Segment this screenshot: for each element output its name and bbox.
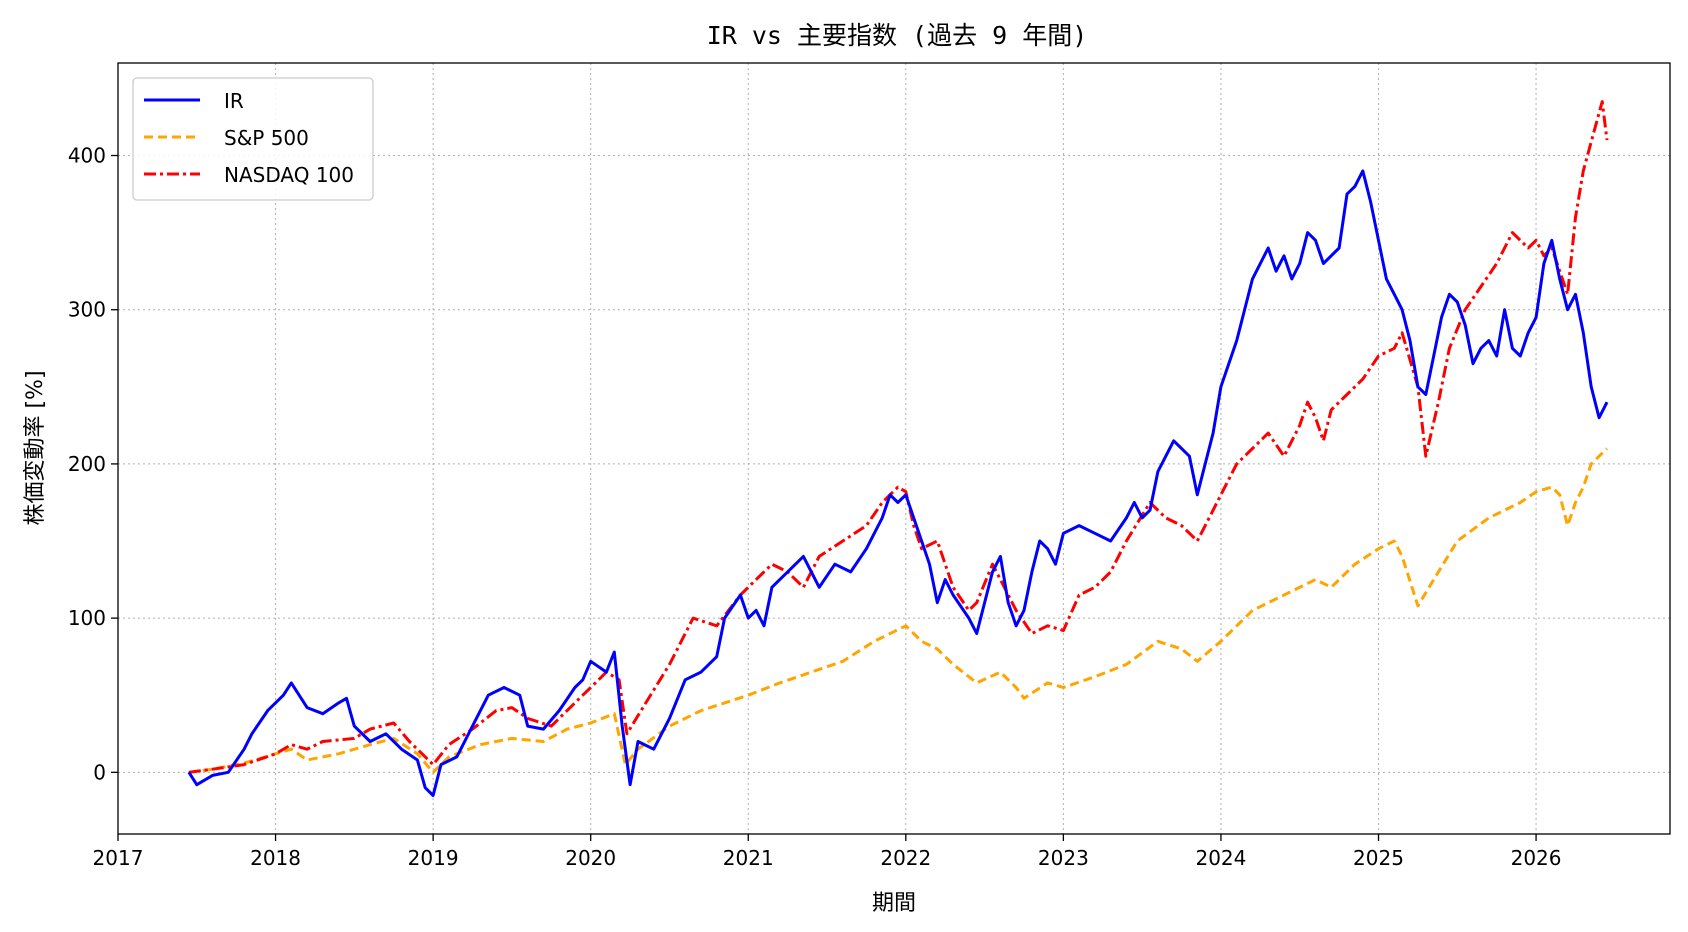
x-tick-label: 2024: [1195, 846, 1246, 870]
legend: IR S&P 500 NASDAQ 100: [132, 77, 374, 201]
x-tick-label: 2023: [1038, 846, 1089, 870]
x-tick-label: 2026: [1511, 846, 1562, 870]
legend-box: [132, 77, 374, 201]
legend-label-nasdaq: NASDAQ 100: [224, 163, 354, 187]
series-line-ir: [187, 169, 1609, 797]
x-tick-label: 2022: [880, 846, 931, 870]
y-tick-label: 300: [68, 298, 106, 322]
y-axis: 0 100 200 300 400: [68, 144, 118, 784]
legend-label-sp500: S&P 500: [224, 126, 309, 150]
legend-label-ir: IR: [224, 89, 244, 113]
y-tick-label: 100: [68, 606, 106, 630]
x-tick-label: 2020: [565, 846, 616, 870]
grid: [118, 63, 1670, 834]
plot-frame: [117, 62, 1671, 835]
x-tick-label: 2018: [250, 846, 301, 870]
x-tick-label: 2019: [408, 846, 459, 870]
y-axis-label: 株価変動率 [%]: [23, 370, 48, 525]
y-tick-label: 0: [93, 760, 106, 784]
series-line-nasdaq: [188, 100, 1609, 774]
series-layer: [187, 100, 1609, 797]
chart-title: IR vs 主要指数 (過去 9 年間): [707, 21, 1088, 50]
y-tick-label: 200: [68, 452, 106, 476]
x-axis-label: 期間: [872, 891, 916, 916]
x-tick-label: 2021: [723, 846, 774, 870]
y-tick-label: 400: [68, 144, 106, 168]
x-tick-label: 2017: [93, 846, 144, 870]
x-axis: 2017 2018 2019 2020 2021 2022 2023 2024 2025 2026: [93, 834, 1562, 870]
x-tick-label: 2025: [1353, 846, 1404, 870]
